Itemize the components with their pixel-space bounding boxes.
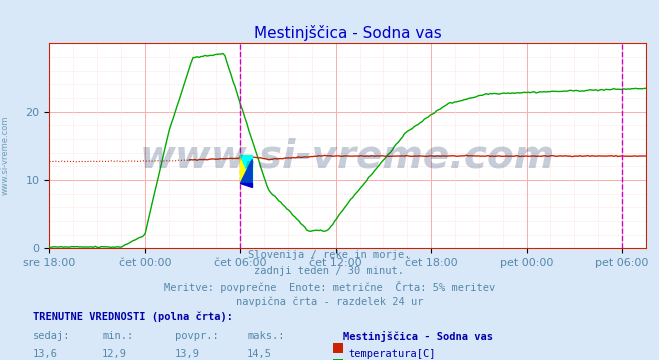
Polygon shape	[241, 156, 252, 184]
Text: povpr.:: povpr.:	[175, 331, 218, 341]
Text: 12,9: 12,9	[102, 349, 127, 359]
Text: 13,9: 13,9	[175, 349, 200, 359]
Text: zadnji teden / 30 minut.: zadnji teden / 30 minut.	[254, 266, 405, 276]
Text: min.:: min.:	[102, 331, 133, 341]
Text: maks.:: maks.:	[247, 331, 285, 341]
Text: Slovenija / reke in morje.: Slovenija / reke in morje.	[248, 250, 411, 260]
Text: www.si-vreme.com: www.si-vreme.com	[140, 137, 556, 175]
Text: temperatura[C]: temperatura[C]	[348, 349, 436, 359]
Polygon shape	[241, 159, 252, 184]
Polygon shape	[241, 184, 252, 187]
Text: TRENUTNE VREDNOSTI (polna črta):: TRENUTNE VREDNOSTI (polna črta):	[33, 311, 233, 322]
Polygon shape	[241, 156, 252, 184]
Text: sedaj:: sedaj:	[33, 331, 71, 341]
Text: www.si-vreme.com: www.si-vreme.com	[1, 115, 10, 194]
Text: 13,6: 13,6	[33, 349, 58, 359]
Title: Mestinjščica - Sodna vas: Mestinjščica - Sodna vas	[254, 24, 442, 41]
Text: navpična črta - razdelek 24 ur: navpična črta - razdelek 24 ur	[236, 297, 423, 307]
Text: 14,5: 14,5	[247, 349, 272, 359]
Text: Meritve: povprečne  Enote: metrične  Črta: 5% meritev: Meritve: povprečne Enote: metrične Črta:…	[164, 281, 495, 293]
Text: Mestinjščica - Sodna vas: Mestinjščica - Sodna vas	[343, 331, 493, 342]
